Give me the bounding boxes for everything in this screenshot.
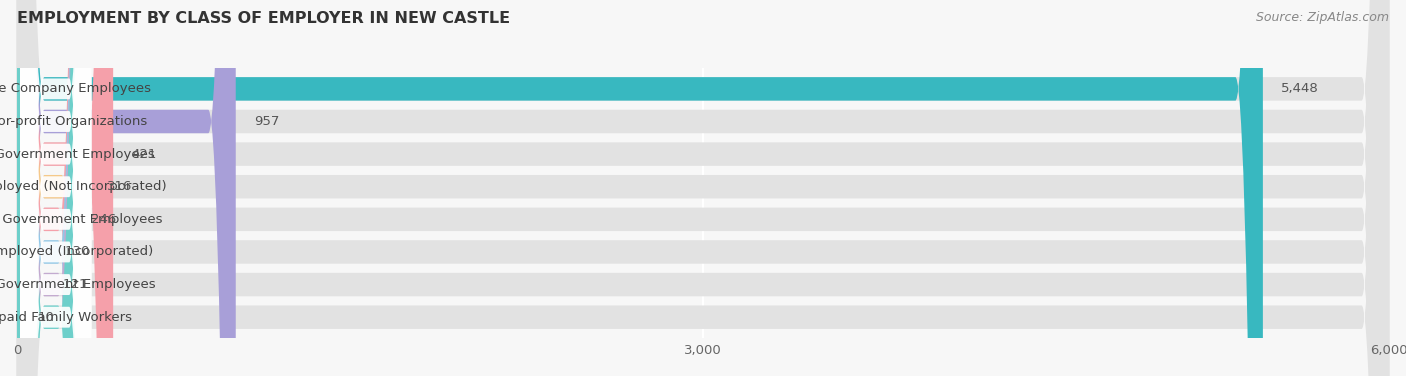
FancyBboxPatch shape	[17, 0, 86, 376]
Text: Federal Government Employees: Federal Government Employees	[0, 213, 163, 226]
FancyBboxPatch shape	[17, 0, 1389, 376]
FancyBboxPatch shape	[17, 0, 1263, 376]
FancyBboxPatch shape	[17, 0, 1389, 376]
FancyBboxPatch shape	[20, 0, 91, 376]
Text: Source: ZipAtlas.com: Source: ZipAtlas.com	[1256, 11, 1389, 24]
Text: 121: 121	[63, 278, 89, 291]
FancyBboxPatch shape	[17, 0, 86, 376]
FancyBboxPatch shape	[17, 0, 236, 376]
FancyBboxPatch shape	[20, 0, 91, 376]
FancyBboxPatch shape	[17, 0, 112, 376]
FancyBboxPatch shape	[20, 0, 91, 376]
FancyBboxPatch shape	[17, 0, 1389, 376]
FancyBboxPatch shape	[20, 0, 91, 376]
Text: Not-for-profit Organizations: Not-for-profit Organizations	[0, 115, 146, 128]
FancyBboxPatch shape	[20, 0, 91, 376]
Text: State Government Employees: State Government Employees	[0, 278, 156, 291]
Text: 130: 130	[65, 246, 90, 258]
FancyBboxPatch shape	[17, 0, 1389, 376]
Text: 246: 246	[91, 213, 117, 226]
Text: 10: 10	[38, 311, 55, 324]
FancyBboxPatch shape	[20, 0, 91, 376]
FancyBboxPatch shape	[17, 0, 1389, 376]
FancyBboxPatch shape	[17, 0, 86, 376]
FancyBboxPatch shape	[17, 0, 1389, 376]
FancyBboxPatch shape	[20, 0, 91, 376]
Text: 316: 316	[107, 180, 132, 193]
Text: 421: 421	[131, 148, 157, 161]
FancyBboxPatch shape	[20, 0, 91, 376]
Text: Private Company Employees: Private Company Employees	[0, 82, 152, 96]
Text: 5,448: 5,448	[1281, 82, 1319, 96]
Text: Unpaid Family Workers: Unpaid Family Workers	[0, 311, 132, 324]
FancyBboxPatch shape	[17, 0, 1389, 376]
Text: Self-Employed (Not Incorporated): Self-Employed (Not Incorporated)	[0, 180, 167, 193]
FancyBboxPatch shape	[17, 0, 86, 376]
Text: Local Government Employees: Local Government Employees	[0, 148, 155, 161]
FancyBboxPatch shape	[17, 0, 89, 376]
FancyBboxPatch shape	[17, 0, 1389, 376]
Text: 957: 957	[254, 115, 280, 128]
Text: EMPLOYMENT BY CLASS OF EMPLOYER IN NEW CASTLE: EMPLOYMENT BY CLASS OF EMPLOYER IN NEW C…	[17, 11, 510, 26]
Text: Self-Employed (Incorporated): Self-Employed (Incorporated)	[0, 246, 153, 258]
